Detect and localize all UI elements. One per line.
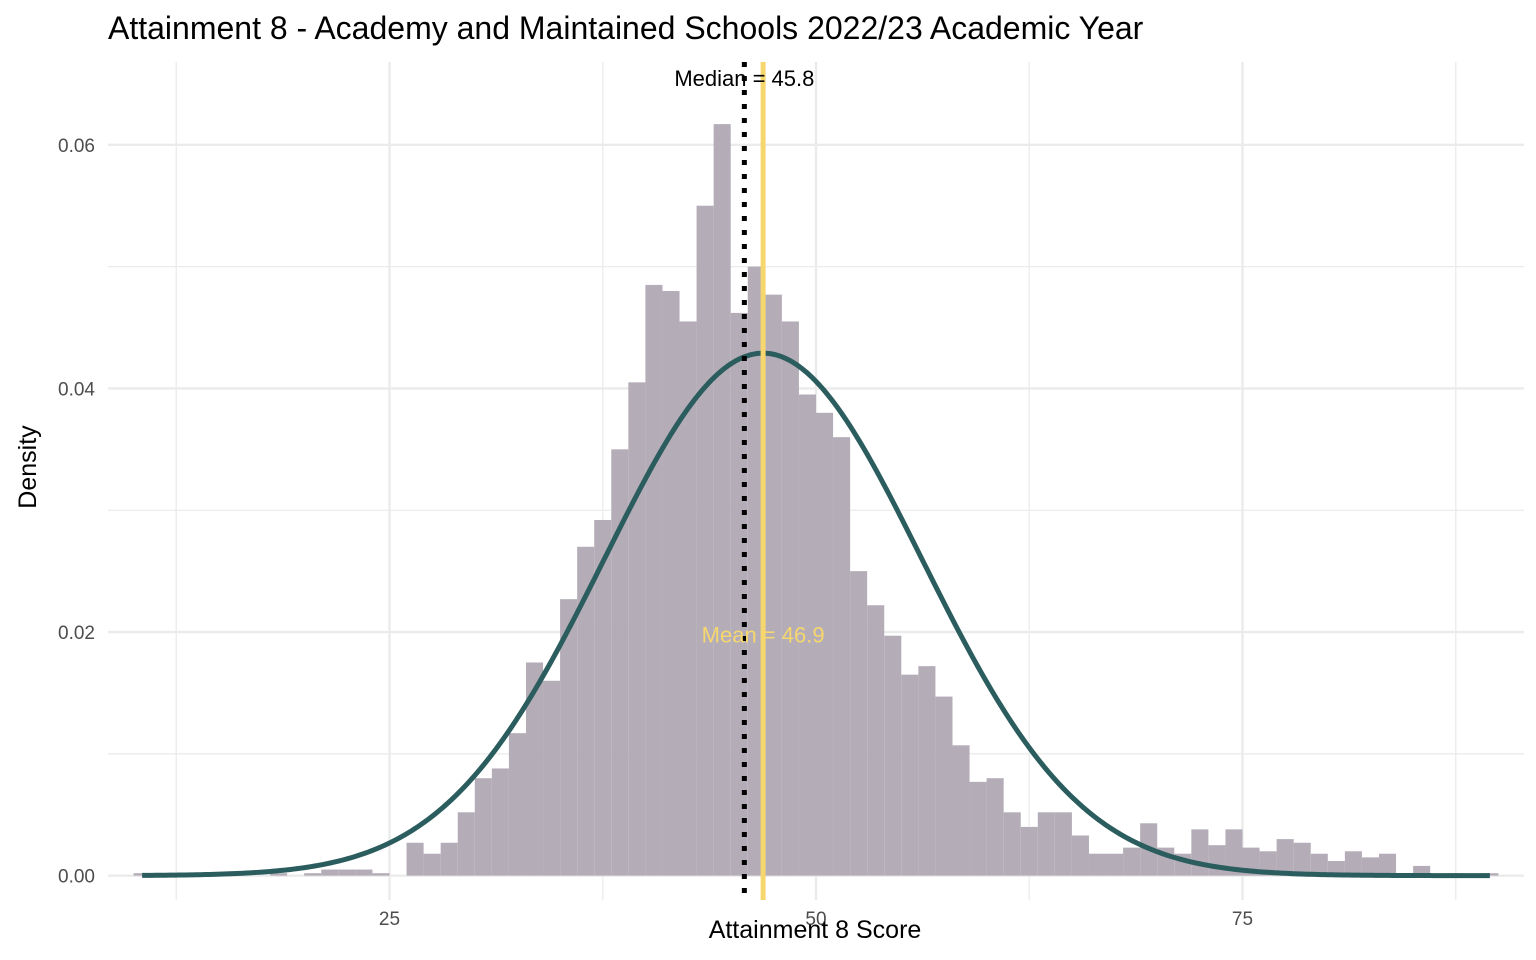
normal-curve-line xyxy=(142,350,1490,879)
histogram-bar xyxy=(611,449,629,876)
normal-curve xyxy=(142,350,1490,879)
histogram-bar xyxy=(1020,826,1038,876)
histogram-bar xyxy=(798,394,816,876)
histogram-bar xyxy=(440,842,458,876)
x-tick-label: 75 xyxy=(1232,909,1253,930)
median-label: Median = 45.8 xyxy=(674,66,814,91)
histogram-bar xyxy=(1071,835,1089,876)
histogram-bar xyxy=(474,778,492,876)
histogram-bar xyxy=(645,284,663,876)
histogram-bar xyxy=(884,635,902,876)
histogram-bar xyxy=(321,869,339,876)
histogram-bar xyxy=(1293,842,1311,876)
x-tick-label: 50 xyxy=(805,909,826,930)
histogram-bar xyxy=(918,666,936,876)
y-axis-title: Density xyxy=(14,425,42,509)
histogram-bar xyxy=(628,382,646,876)
histogram-bar xyxy=(1310,853,1328,876)
histogram-bar xyxy=(355,869,373,876)
histogram-bar xyxy=(543,680,561,876)
histogram-bar xyxy=(952,745,970,876)
histogram-bar xyxy=(1276,839,1294,876)
histogram-bar xyxy=(406,842,424,876)
reference-lines xyxy=(741,62,766,900)
mean-label: Mean = 46.9 xyxy=(702,622,825,647)
histogram-bar xyxy=(747,266,765,876)
histogram-bar xyxy=(696,205,714,876)
histogram-bar xyxy=(713,124,731,876)
histogram-bar xyxy=(986,778,1004,876)
histogram-bar xyxy=(1208,845,1226,876)
histogram-bar xyxy=(338,869,356,876)
histogram-bar xyxy=(1225,829,1243,876)
histogram-bar xyxy=(679,321,697,876)
x-axis-title: Attainment 8 Score xyxy=(709,916,922,944)
histogram-bar xyxy=(525,662,544,876)
histogram-bar xyxy=(1361,857,1379,876)
y-tick-label: 0.04 xyxy=(58,379,95,400)
histogram-bar xyxy=(1191,829,1209,876)
histogram-bar xyxy=(508,733,526,876)
y-tick-label: 0.02 xyxy=(58,623,95,644)
histogram-bar xyxy=(491,768,509,876)
y-tick-label: 0.06 xyxy=(58,136,95,157)
histogram-bar xyxy=(594,519,612,876)
histogram-bar xyxy=(1088,853,1107,876)
histogram-bar xyxy=(816,412,834,876)
histogram-bar xyxy=(662,290,680,876)
histogram-bar xyxy=(833,437,851,876)
histogram-bar xyxy=(1327,861,1345,876)
histogram-bar xyxy=(270,873,288,876)
histogram-bar xyxy=(1413,865,1431,876)
histogram-bar xyxy=(1003,812,1021,876)
histogram-bar xyxy=(423,853,441,876)
y-tick-label: 0.00 xyxy=(58,867,95,888)
chart-title: Attainment 8 - Academy and Maintained Sc… xyxy=(108,10,1144,46)
histogram-bar xyxy=(372,873,390,876)
histogram-bar xyxy=(1344,851,1362,876)
histogram-bar xyxy=(577,546,595,876)
histogram-bar xyxy=(304,873,322,876)
histogram-bar xyxy=(1123,847,1141,876)
histogram-bar xyxy=(457,812,475,876)
tick-labels: 25 50 75 0.00 0.02 0.04 0.06 xyxy=(58,136,1253,930)
histogram-bar xyxy=(969,781,987,876)
histogram-bar xyxy=(1054,812,1072,876)
x-tick-label: 25 xyxy=(379,909,400,930)
histogram-bar xyxy=(935,696,953,876)
histogram-bar xyxy=(1037,812,1055,876)
histogram-bar xyxy=(764,294,782,876)
histogram-bar xyxy=(560,599,578,876)
histogram-bar xyxy=(1378,853,1397,876)
histogram-bar xyxy=(1106,853,1124,876)
histogram-bar xyxy=(781,321,799,876)
histogram-bar xyxy=(867,605,885,876)
histogram-bars xyxy=(133,124,1499,876)
histogram-bar xyxy=(901,674,919,876)
histogram-bar xyxy=(850,571,868,876)
